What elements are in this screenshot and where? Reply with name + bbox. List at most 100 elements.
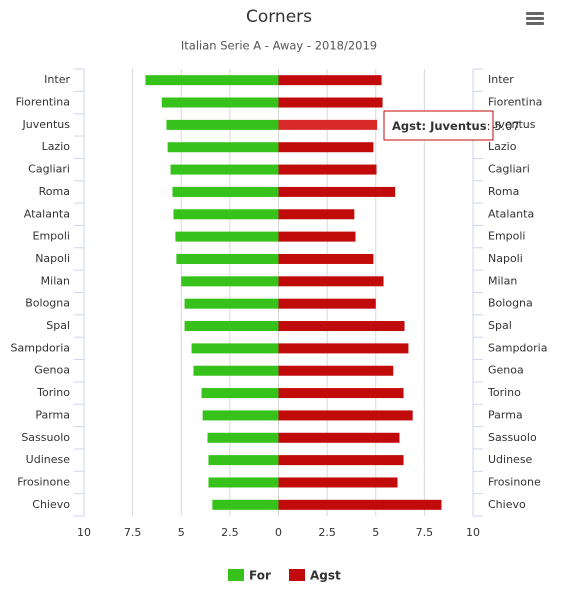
y-tick-label: Atalanta [488,207,534,220]
x-tick-label: 5 [372,526,379,539]
legend-swatch[interactable] [228,569,244,581]
tooltip-box [383,110,494,141]
bar[interactable] [278,119,378,130]
bar[interactable] [278,455,404,466]
y-tick-label: Empoli [488,230,526,243]
legend-swatch[interactable] [289,569,305,581]
bar[interactable] [278,499,442,510]
bar[interactable] [278,164,377,175]
bar[interactable] [208,455,279,466]
bar[interactable] [173,209,279,220]
y-tick-label: Frosinone [488,475,541,488]
y-tick-label: Empoli [33,230,71,243]
bar[interactable] [167,142,279,153]
tooltip: Agst: Juventus: 5.07 [383,110,520,141]
x-tick-label: 5 [178,526,185,539]
y-tick-label: Sassuolo [488,431,537,444]
y-tick-label: Napoli [488,252,523,265]
y-tick-label: Bologna [488,297,533,310]
bar[interactable] [278,343,409,354]
y-tick-label: Lazio [42,140,71,153]
y-tick-label: Fiorentina [488,96,542,109]
bar[interactable] [278,97,383,108]
bar[interactable] [278,365,394,376]
y-tick-label: Juventus [487,118,536,131]
chart-title: Corners [246,7,312,27]
bar[interactable] [278,142,374,153]
bar[interactable] [201,388,279,399]
menu-bar [526,22,544,25]
y-tick-label: Napoli [35,252,70,265]
bar[interactable] [172,186,279,197]
x-tick-label: 0 [275,526,282,539]
menu-bar [526,12,544,15]
bar[interactable] [278,209,355,220]
bar[interactable] [145,75,279,86]
y-tick-label: Chievo [32,498,70,511]
bar[interactable] [202,410,279,421]
x-tick-label: 10 [77,526,91,539]
bar[interactable] [184,298,279,309]
bar[interactable] [176,253,279,264]
bar[interactable] [161,97,279,108]
y-tick-label: Milan [41,274,70,287]
y-tick-label: Udinese [26,453,71,466]
bar[interactable] [278,410,413,421]
y-tick-label: Parma [488,408,523,421]
bar[interactable] [278,321,405,332]
bar[interactable] [278,186,396,197]
bar[interactable] [278,388,404,399]
y-tick-label: Sampdoria [488,341,547,354]
y-tick-label: Torino [36,386,70,399]
legend-label[interactable]: For [249,569,271,583]
y-tick-label: Torino [487,386,521,399]
chart-subtitle: Italian Serie A - Away - 2018/2019 [181,39,377,53]
bar[interactable] [278,276,384,287]
y-tick-label: Roma [488,185,519,198]
bar[interactable] [278,477,398,488]
bar[interactable] [212,499,279,510]
y-tick-label: Chievo [488,498,526,511]
bar[interactable] [278,298,376,309]
bar[interactable] [193,365,279,376]
bar[interactable] [208,477,279,488]
bar[interactable] [278,432,400,443]
y-tick-label: Spal [488,319,512,332]
y-tick-label: Inter [488,73,514,86]
x-tick-label: 2.5 [221,526,239,539]
bar[interactable] [175,231,279,242]
bar[interactable] [278,231,356,242]
y-tick-label: Roma [39,185,70,198]
bar[interactable] [166,119,279,130]
bar[interactable] [207,432,279,443]
y-tick-label: Cagliari [488,163,530,176]
y-tick-label: Sassuolo [21,431,70,444]
bar[interactable] [181,276,279,287]
menu-button[interactable] [526,12,544,25]
tooltip-series: Agst [392,119,422,133]
legend-label[interactable]: Agst [310,569,341,583]
y-tick-label: Lazio [488,140,517,153]
y-tick-label: Parma [35,408,70,421]
bar[interactable] [184,321,279,332]
bar[interactable] [278,75,382,86]
y-tick-label: Fiorentina [16,96,70,109]
plot-area: 10 7.5 5 2.5 0 2.5 5 7.5 10 Inter Inter Fiorentina F… [11,68,547,539]
y-tick-label: Genoa [488,364,524,377]
y-tick-label: Spal [46,319,70,332]
bar[interactable] [191,343,279,354]
x-tick-label: 2.5 [318,526,336,539]
bar[interactable] [170,164,279,175]
menu-bar [526,17,544,20]
x-tick-label: 10 [466,526,480,539]
y-tick-label: Udinese [488,453,533,466]
y-tick-label: Atalanta [24,207,70,220]
y-tick-label: Cagliari [28,163,70,176]
y-tick-label: Sampdoria [11,341,70,354]
x-tick-label: 7.5 [416,526,434,539]
y-tick-label: Genoa [34,364,70,377]
bar[interactable] [278,253,374,264]
y-tick-label: Milan [488,274,517,287]
y-tick-label: Juventus [22,118,71,131]
